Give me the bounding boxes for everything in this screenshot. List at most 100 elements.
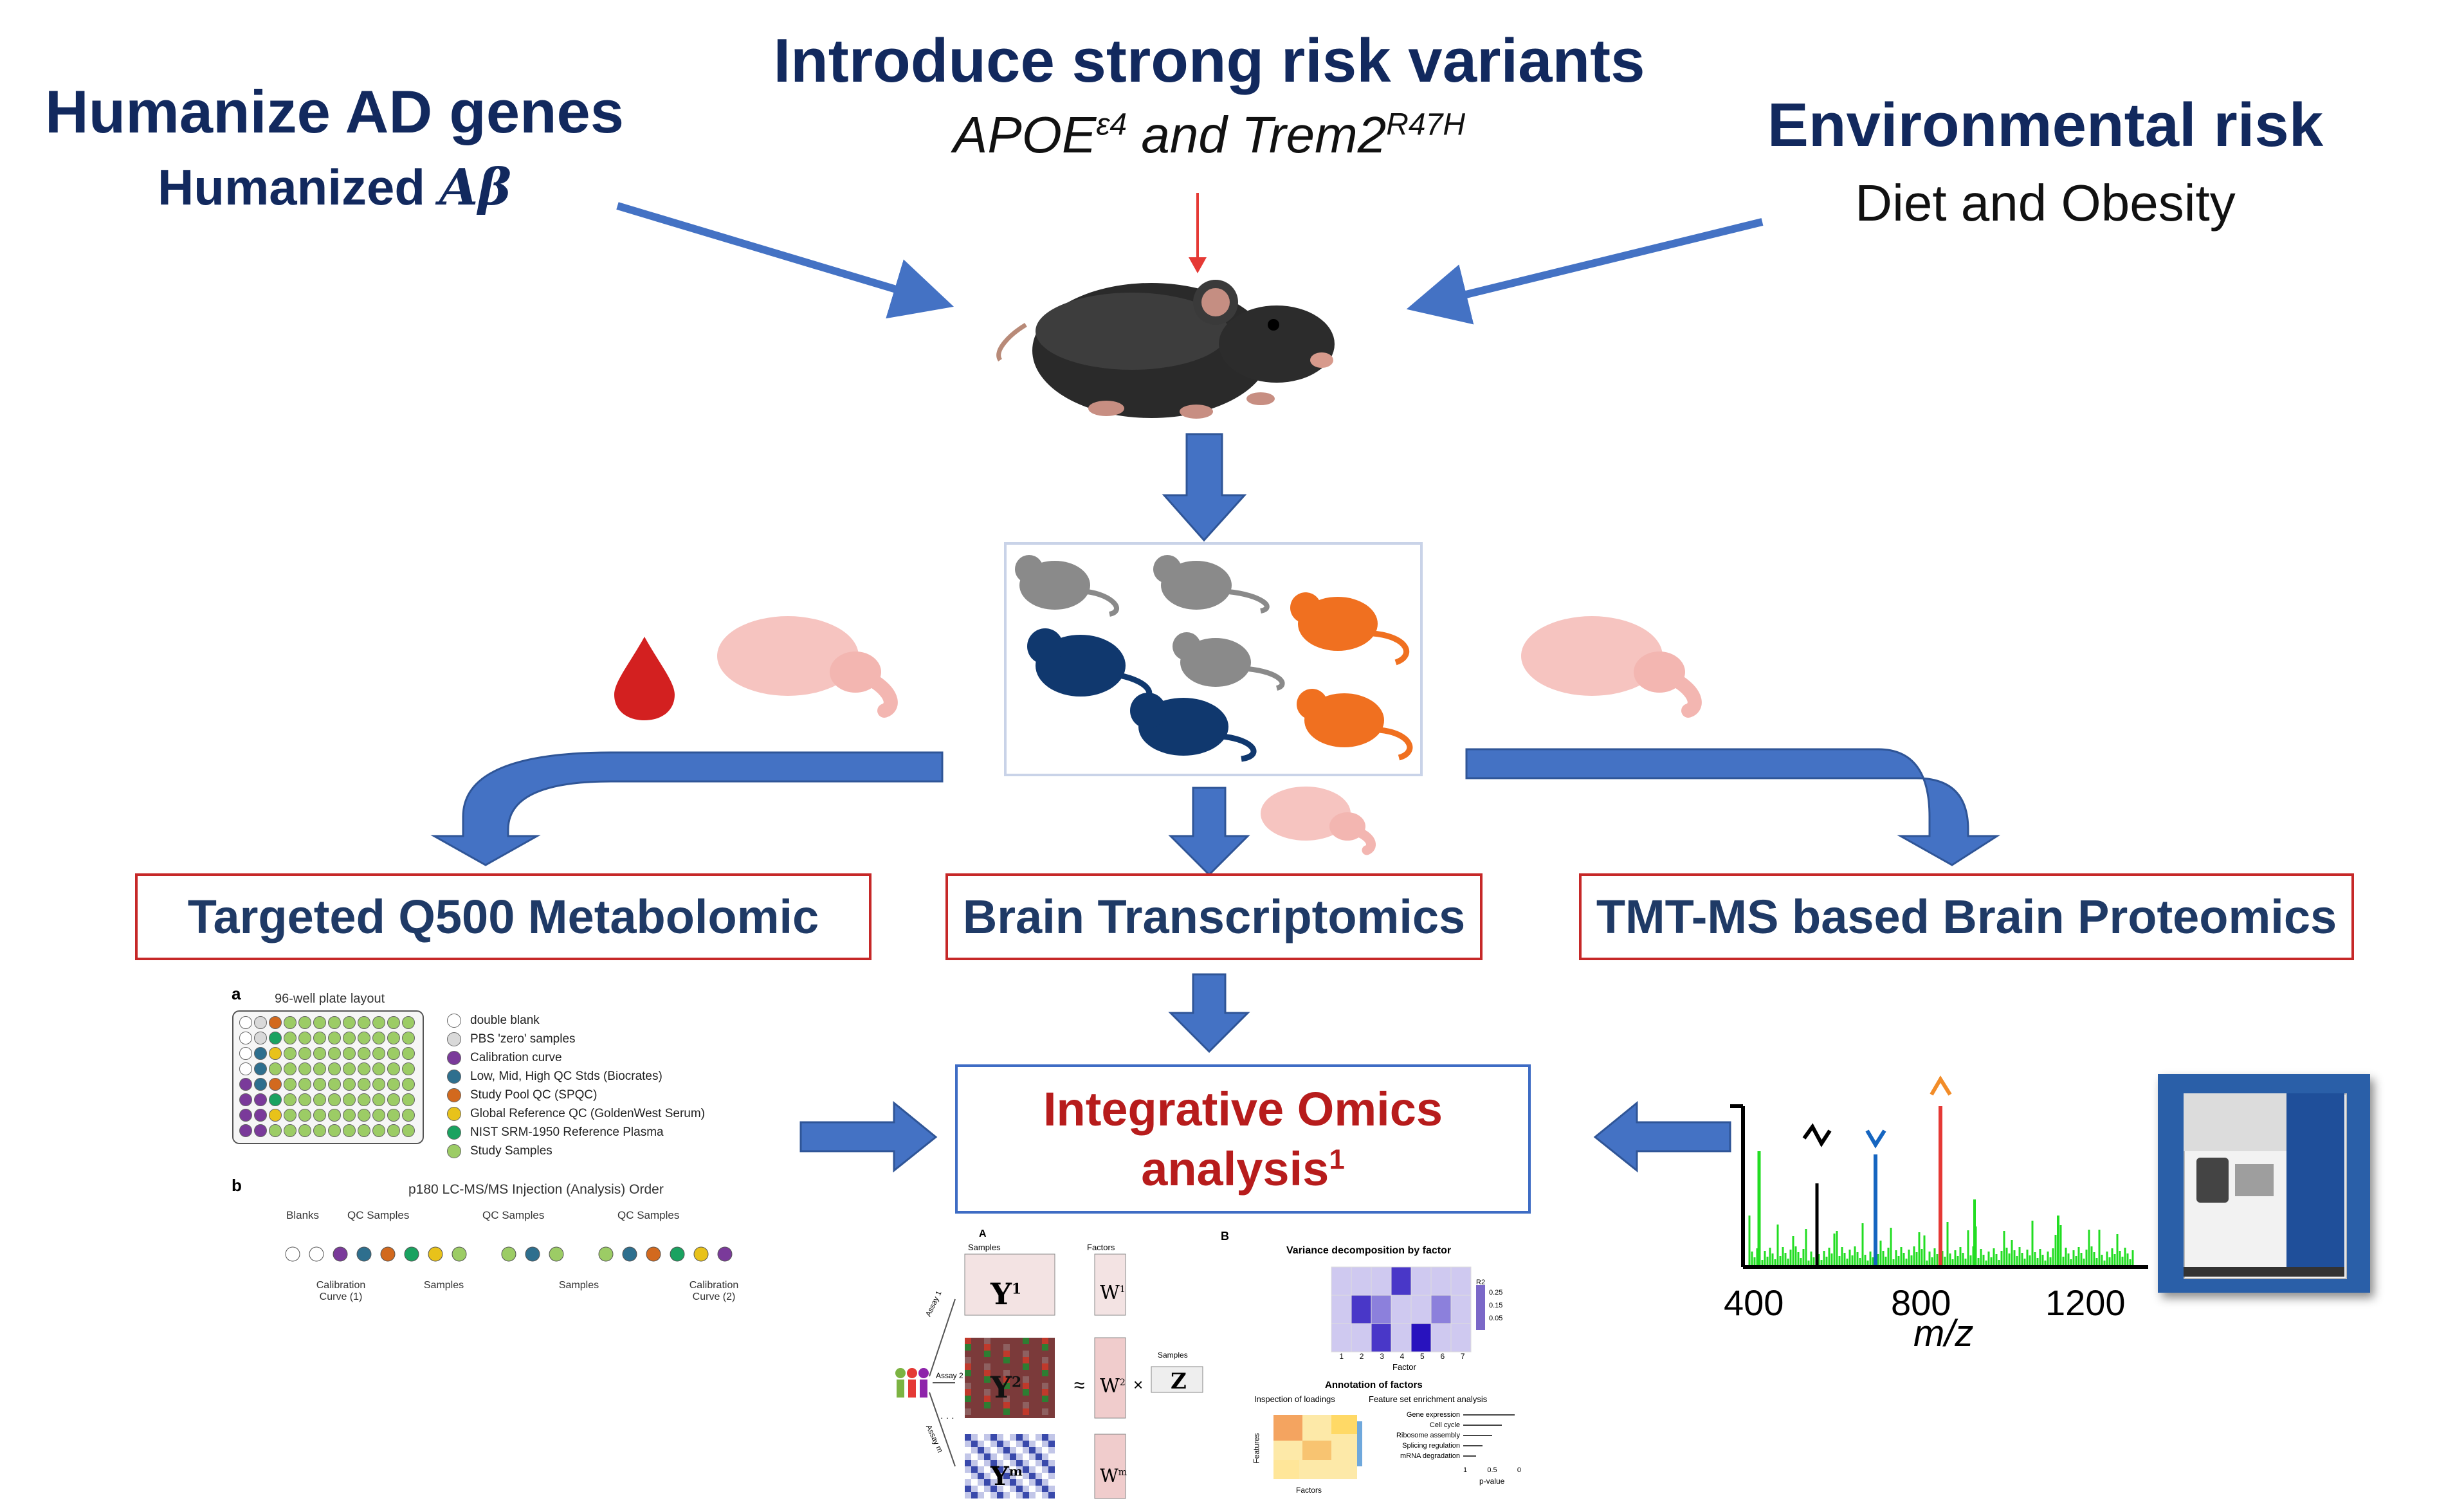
mofa-figure: A B Samples Factors Assay 1 Assay 2 Assa… [881, 1222, 1524, 1505]
fsea-list: Gene expression Cell cycle Ribosome asse… [1396, 1411, 1460, 1460]
w2-label: W2 [1100, 1375, 1126, 1398]
plate-well [387, 1093, 400, 1106]
injection-well [646, 1246, 661, 1262]
plate-well [343, 1078, 356, 1091]
plate-well [269, 1016, 282, 1029]
plate-grid [232, 1010, 424, 1144]
plate-well [402, 1016, 415, 1029]
z-samples-label: Samples [1158, 1351, 1188, 1360]
plate-well [387, 1109, 400, 1122]
group-label-qc-3: QC Samples [617, 1209, 680, 1221]
legend-swatch [447, 1143, 461, 1158]
humanize-heading: Humanize AD genes Humanized Aβ [0, 77, 669, 217]
heatmap-cell [1371, 1266, 1392, 1296]
transcriptomics-box: Brain Transcriptomics [945, 873, 1483, 960]
plate-well [313, 1078, 326, 1091]
heatmap-cell [1410, 1266, 1432, 1296]
plate-well [239, 1078, 252, 1091]
cohort-mouse-gray-2 [1153, 555, 1270, 614]
humanize-title: Humanize AD genes [44, 78, 625, 145]
people-icon [895, 1368, 929, 1398]
plate-well [387, 1124, 400, 1137]
integrative-line2: analysis [1141, 1142, 1329, 1196]
plate-well [298, 1078, 311, 1091]
plate-panel-a: a [232, 984, 241, 1003]
risk-variants-subtitle: APOEε4 and Trem2R47H [953, 106, 1465, 163]
plate-well [269, 1109, 282, 1122]
fsea-ticks: 1 0.5 0 [1463, 1466, 1521, 1474]
heatmap-cell [1351, 1266, 1372, 1296]
plate-well [284, 1078, 297, 1091]
annotation-title: Annotation of factors [1325, 1380, 1423, 1390]
plate-well [328, 1062, 341, 1075]
plate-well [313, 1062, 326, 1075]
mz-axis-label: m/z [1913, 1313, 1974, 1354]
injection-well [356, 1246, 372, 1262]
plate-well [269, 1047, 282, 1060]
heatmap-cell [1410, 1323, 1432, 1353]
mz-tick-400: 400 [1724, 1282, 1784, 1323]
cohort-mouse-gray-1 [1015, 555, 1119, 617]
injection-well [285, 1246, 300, 1262]
integrative-line1: Integrative Omics [1043, 1082, 1443, 1136]
plate-well [402, 1047, 415, 1060]
injection-well [452, 1246, 467, 1262]
mz-tick-800: 800 [1891, 1282, 1951, 1323]
inspection-title: Inspection of loadings [1254, 1394, 1335, 1404]
plate-well [284, 1062, 297, 1075]
legend-row: Global Reference QC (GoldenWest Serum) [447, 1104, 807, 1123]
plate-well [402, 1032, 415, 1044]
mz-tick-1200: 1200 [2045, 1282, 2126, 1323]
legend-row: PBS 'zero' samples [447, 1030, 807, 1048]
metabolomic-box: Targeted Q500 Metabolomic [135, 873, 872, 960]
y1-label: Y1 [990, 1277, 1022, 1311]
plate-well [328, 1093, 341, 1106]
plate-well [343, 1032, 356, 1044]
loadings-x-label: Factors [1296, 1486, 1322, 1495]
plate-well [372, 1032, 385, 1044]
plate-well [402, 1062, 415, 1075]
heatmap-cell [1351, 1295, 1372, 1324]
fsea-bars [1463, 1414, 1515, 1457]
plate-well [298, 1109, 311, 1122]
arrow-metabolomic-data-to-integrative [799, 1100, 938, 1173]
plate-well [343, 1109, 356, 1122]
legend-swatch [447, 1069, 461, 1084]
cohort-mouse-navy-2 [1130, 693, 1257, 762]
plate-well [284, 1109, 297, 1122]
plate-well [372, 1093, 385, 1106]
plate-well [254, 1062, 267, 1075]
plate-well [239, 1016, 252, 1029]
mofa-factors-label: Factors [1087, 1243, 1115, 1252]
transcriptomics-label: Brain Transcriptomics [962, 890, 1466, 943]
plate-well [372, 1047, 385, 1060]
plate-well [269, 1093, 282, 1106]
legend-row: NIST SRM-1950 Reference Plasma [447, 1123, 807, 1142]
heatmap-cell [1430, 1323, 1452, 1353]
plate-well [387, 1078, 400, 1091]
integrative-footnote: 1 [1329, 1143, 1345, 1176]
legend-row: Calibration curve [447, 1048, 807, 1067]
heatmap-cell [1450, 1295, 1472, 1324]
metabolomic-label: Targeted Q500 Metabolomic [187, 890, 819, 943]
plate-panel-b: b [232, 1176, 242, 1195]
legend-tick-3: 0.05 [1489, 1315, 1503, 1322]
plate-figure: a 96-well plate layout double blank PBS '… [228, 984, 807, 1318]
plate-well [313, 1032, 326, 1044]
plate-well [254, 1032, 267, 1044]
bottom-label-cal1: Calibration Curve (1) [316, 1280, 366, 1302]
plate-well [402, 1093, 415, 1106]
plate-well [402, 1124, 415, 1137]
plate-well [358, 1124, 370, 1137]
plate-well [372, 1078, 385, 1091]
approx-sign: ≈ [1074, 1375, 1085, 1396]
z-label: Z [1171, 1369, 1187, 1394]
plate-well [343, 1016, 356, 1029]
mofa-panel-a: A [979, 1228, 987, 1239]
mass-spectrum [1730, 1075, 2148, 1269]
legend-label: double blank [470, 1013, 540, 1027]
arrow-mouse-to-cohort [1162, 433, 1247, 542]
plate-well [313, 1093, 326, 1106]
mofa-matrices [895, 1253, 1203, 1499]
